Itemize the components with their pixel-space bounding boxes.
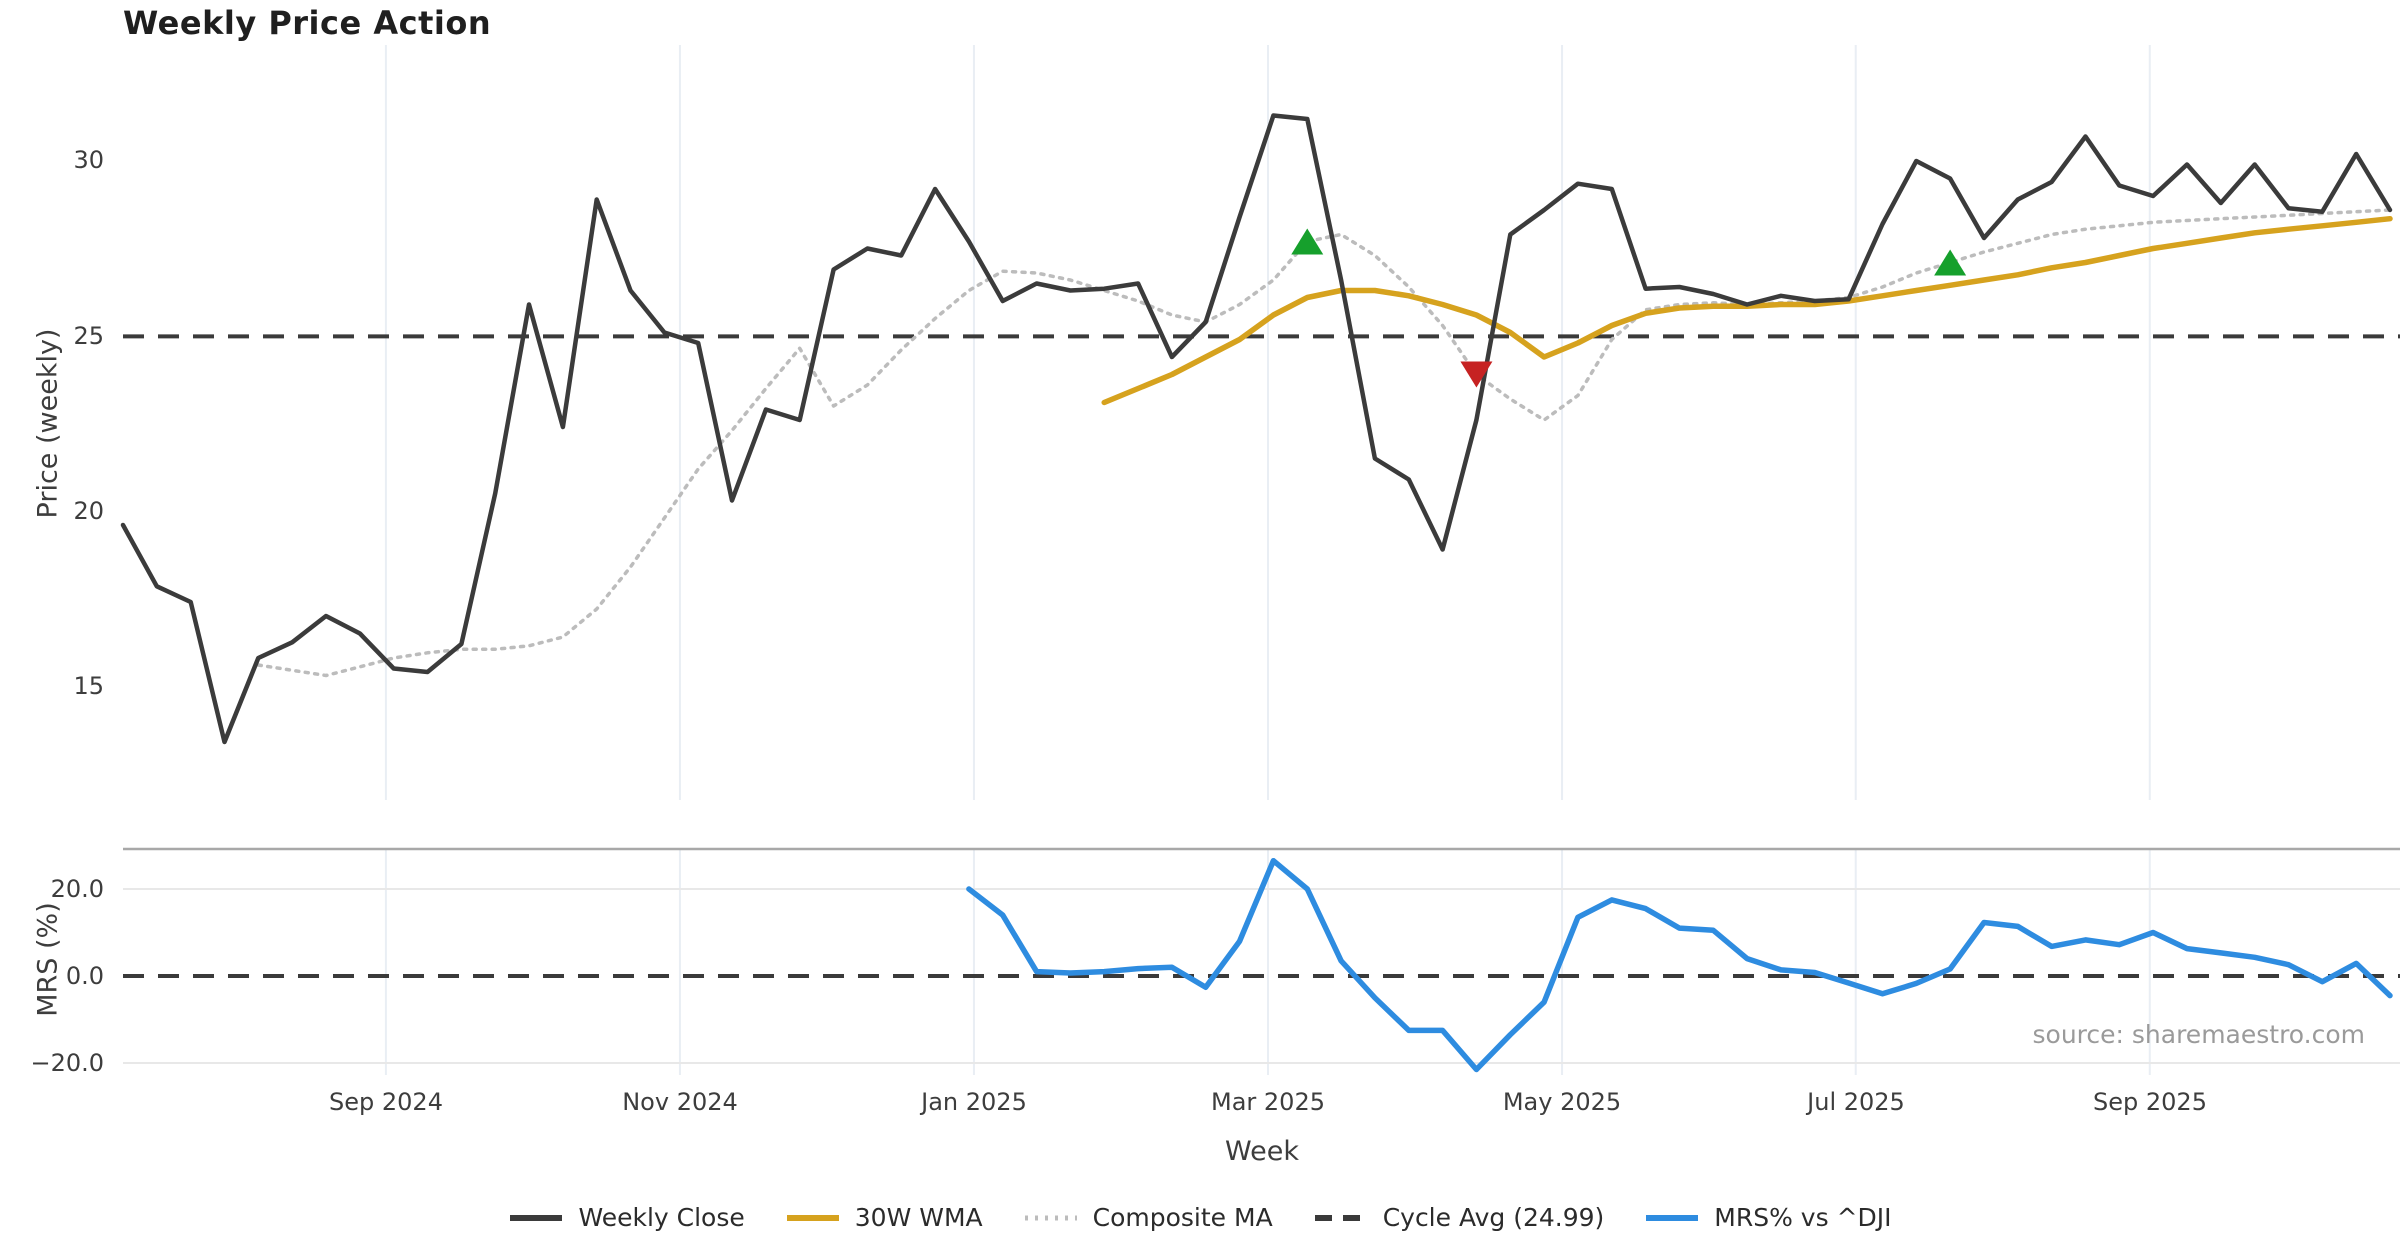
legend-item: 30W WMA — [785, 1203, 983, 1232]
month-xtick: Sep 2025 — [2093, 1088, 2207, 1116]
sell-signal-icon — [1460, 361, 1493, 388]
legend-swatch-solid — [510, 1214, 563, 1221]
legend-label: Composite MA — [1092, 1203, 1273, 1232]
source-note: source: sharemaestro.com — [2032, 1020, 2366, 1049]
price-ytick: 30 — [73, 146, 104, 174]
month-xtick: Nov 2024 — [622, 1088, 738, 1116]
buy-signal-icon — [1291, 228, 1324, 255]
mrs-line — [966, 857, 2393, 1073]
buy-signal-icon — [1934, 249, 1967, 276]
price-ytick: 25 — [73, 322, 104, 350]
legend-swatch-solid — [1646, 1214, 1699, 1221]
mrs-ytick: 0.0 — [65, 962, 104, 990]
composite-ma-line — [256, 208, 2392, 678]
month-xtick: Jul 2025 — [1807, 1088, 1905, 1116]
weekly-close-line — [120, 113, 2393, 745]
x-axis-label: Week — [1225, 1136, 1299, 1167]
mrs-ytick: −20.0 — [30, 1049, 104, 1077]
legend-label: Cycle Avg (24.99) — [1382, 1203, 1605, 1232]
month-xtick: May 2025 — [1502, 1088, 1622, 1116]
month-xtick: Sep 2024 — [329, 1088, 443, 1116]
legend-label: Weekly Close — [578, 1203, 745, 1232]
month-xtick: Jan 2025 — [921, 1088, 1027, 1116]
price-ytick: 15 — [73, 672, 104, 700]
legend-swatch-solid — [786, 1214, 839, 1221]
mrs-ytick: 20.0 — [50, 875, 104, 903]
chart-title: Weekly Price Action — [123, 4, 492, 42]
legend-label: 30W WMA — [854, 1203, 983, 1232]
legend-swatch-dotted — [1024, 1215, 1077, 1220]
month-xtick: Mar 2025 — [1211, 1088, 1325, 1116]
price-ytick: 20 — [73, 497, 104, 525]
legend-item: Weekly Close — [508, 1203, 745, 1232]
legend-item: Composite MA — [1023, 1203, 1273, 1232]
legend-item: MRS% vs ^DJI — [1644, 1203, 1892, 1232]
legend: Weekly Close 30W WMA Composite MA Cycle Avg… — [0, 1203, 2400, 1232]
legend-item: Cycle Avg (24.99) — [1313, 1203, 1605, 1232]
legend-swatch-dashed — [1314, 1214, 1367, 1221]
legend-label: MRS% vs ^DJI — [1714, 1203, 1892, 1232]
